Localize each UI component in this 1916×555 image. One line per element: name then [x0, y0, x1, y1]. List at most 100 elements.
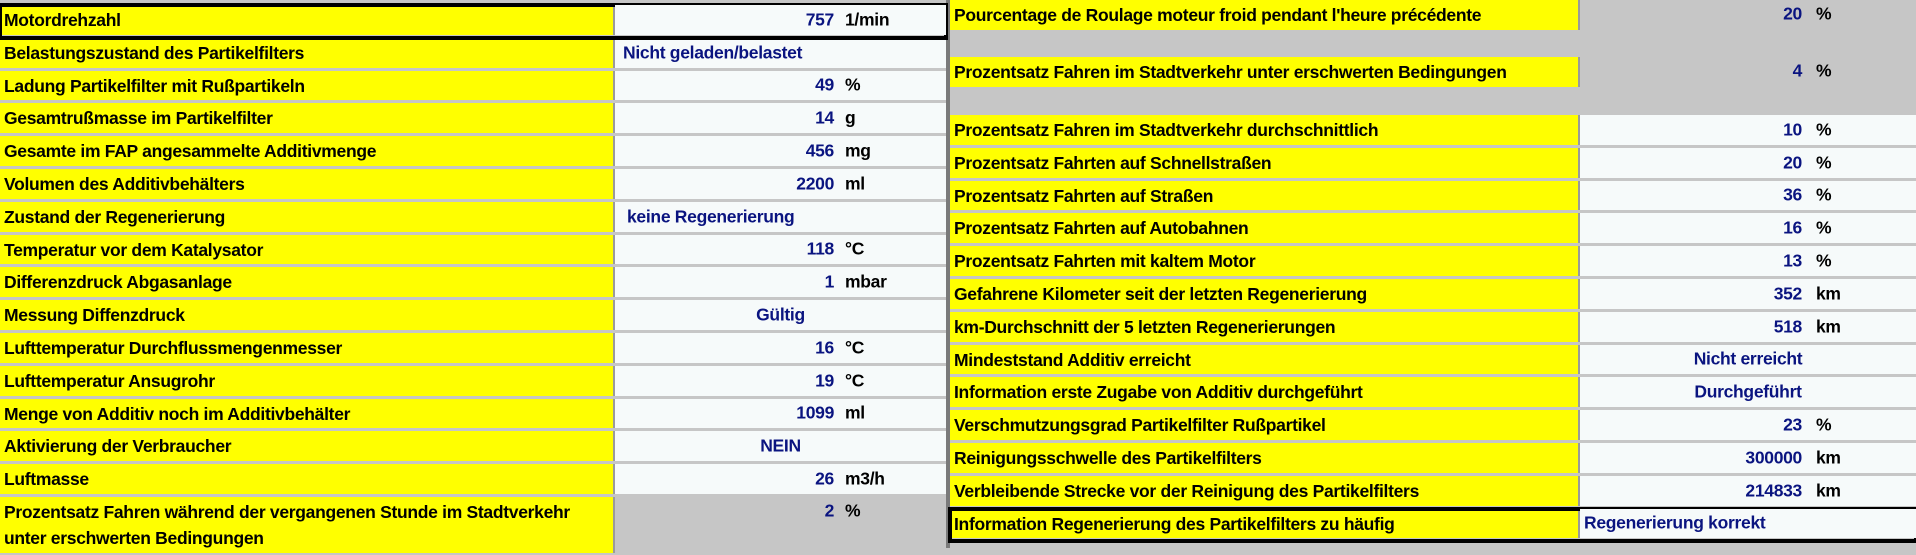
parameter-value-cell: 13%: [1580, 246, 1916, 276]
parameter-value-cell: 300000 km: [1580, 443, 1916, 473]
parameter-row[interactable]: Temperatur vor dem Katalysator 118 °C: [0, 234, 946, 268]
parameter-unit: %: [1816, 119, 1832, 140]
parameter-number: 456: [805, 140, 835, 161]
parameter-number: 16: [1783, 217, 1802, 238]
parameter-row[interactable]: Gefahrene Kilometer seit der letzten Reg…: [950, 279, 1916, 312]
parameter-unit: 1/min: [845, 9, 890, 30]
parameter-unit: km: [1816, 316, 1841, 337]
parameter-number: 2200: [796, 173, 834, 194]
parameter-label: Aktivierung der Verbraucher: [0, 431, 615, 462]
parameter-label: Pourcentage de Roulage moteur froid pend…: [950, 0, 1580, 30]
parameter-row[interactable]: Prozentsatz Fahren im Stadtverkehr durch…: [950, 115, 1916, 148]
parameter-row[interactable]: Menge von Additiv noch im Additivbehälte…: [0, 398, 946, 432]
parameter-number: 20: [1783, 3, 1802, 24]
parameter-number: 20: [1783, 152, 1802, 173]
parameter-value-cell: 352 km: [1580, 279, 1916, 309]
parameter-label: Motordrehzahl: [0, 5, 615, 35]
parameter-row[interactable]: Prozentsatz Fahrten mit kaltem Motor 13%: [950, 246, 1916, 279]
parameter-row[interactable]: Gesamtrußmasse im Partikelfilter 14 g: [0, 103, 946, 137]
parameter-label: Verbleibende Strecke vor der Reinigung d…: [950, 475, 1580, 506]
parameter-number: 13: [1783, 250, 1802, 271]
parameter-row[interactable]: Messung Diffenzdruck Gültig: [0, 300, 946, 333]
parameter-label: Messung Diffenzdruck: [0, 300, 615, 330]
parameter-row[interactable]: Information erste Zugabe von Additiv dur…: [950, 377, 1916, 411]
parameter-value-cell: 16%: [1580, 213, 1916, 244]
parameter-unit: °C: [845, 238, 865, 259]
panel-divider: [946, 0, 950, 548]
parameter-unit: g: [845, 107, 856, 128]
parameter-row[interactable]: km-Durchschnitt der 5 letzten Regenerier…: [950, 311, 1916, 345]
parameter-row[interactable]: Prozentsatz Fahren während der vergangen…: [0, 497, 946, 555]
parameter-number: 16: [815, 337, 834, 358]
parameter-number: 10: [1783, 119, 1802, 140]
parameter-row[interactable]: Verbleibende Strecke vor der Reinigung d…: [950, 475, 1916, 509]
parameter-row[interactable]: Volumen des Additivbehälters 2200 ml: [0, 169, 946, 202]
parameter-status-text: NEIN: [760, 435, 801, 456]
parameter-unit: %: [1816, 3, 1832, 24]
parameter-row[interactable]: Information Regenerierung des Partikelfi…: [948, 506, 1916, 544]
parameter-number: 757: [805, 9, 835, 30]
parameter-unit: ml: [845, 173, 865, 194]
parameter-row[interactable]: Luftmasse 26 m3/h: [0, 464, 946, 497]
parameter-row[interactable]: Differenzdruck Abgasanlage 1 mbar: [0, 267, 946, 301]
parameter-label: Prozentsatz Fahrten auf Straßen: [950, 180, 1580, 211]
parameter-value-cell: Durchgeführt: [1580, 377, 1916, 408]
parameter-row[interactable]: Lufttemperatur Ansugrohr 19 °C: [0, 365, 946, 399]
parameter-value-cell: keine Regenerierung: [615, 201, 946, 232]
parameter-unit: km: [1816, 447, 1841, 468]
parameter-value-cell: 19 °C: [615, 365, 946, 396]
parameter-row[interactable]: Prozentsatz Fahrten auf Schnellstraßen 20…: [950, 147, 1916, 181]
parameter-value-cell: 757 1/min: [615, 5, 946, 35]
parameter-unit: km: [1816, 283, 1841, 304]
parameter-label: Information Regenerierung des Partikelfi…: [950, 508, 1580, 539]
parameter-label: Volumen des Additivbehälters: [0, 169, 615, 199]
parameter-value-cell: 456 mg: [615, 136, 946, 166]
parameter-unit: °C: [845, 337, 865, 358]
parameter-row[interactable]: Aktivierung der Verbraucher NEIN: [0, 431, 946, 465]
parameter-unit: %: [1816, 217, 1832, 238]
parameter-row[interactable]: Lufttemperatur Durchflussmengenmesser 16 °…: [0, 333, 946, 366]
parameter-row[interactable]: Mindeststand Additiv erreicht Nicht errei…: [950, 344, 1916, 378]
parameter-unit: mg: [845, 140, 871, 161]
parameter-row[interactable]: Motordrehzahl 757 1/min: [0, 3, 948, 40]
parameter-row[interactable]: Belastungszustand des Partikelfilters Nic…: [0, 37, 946, 71]
parameter-value-cell: 16 °C: [615, 333, 946, 363]
parameter-row[interactable]: Prozentsatz Fahrten auf Autobahnen 16%: [950, 213, 1916, 247]
parameter-status-text: Nicht erreicht: [1693, 348, 1803, 369]
parameter-label: Lufttemperatur Durchflussmengenmesser: [0, 333, 615, 363]
parameter-row[interactable]: Prozentsatz Fahren im Stadtverkehr unter…: [950, 57, 1916, 115]
parameter-number: 4: [1792, 60, 1803, 81]
parameter-label: Prozentsatz Fahren im Stadtverkehr unter…: [950, 57, 1580, 87]
parameter-value-cell: 14 g: [615, 103, 946, 134]
parameter-unit: %: [1816, 414, 1832, 435]
parameter-unit: %: [1816, 184, 1832, 205]
parameter-row[interactable]: Reinigungsschwelle des Partikelfilters 30…: [950, 443, 1916, 476]
parameter-status-text: Nicht geladen/belastet: [623, 42, 803, 63]
parameter-status-text: keine Regenerierung: [627, 206, 795, 227]
parameter-unit: mbar: [845, 271, 887, 292]
parameter-row[interactable]: Prozentsatz Fahrten auf Straßen 36%: [950, 180, 1916, 214]
parameter-number: 352: [1773, 283, 1803, 304]
parameter-number: 26: [815, 468, 834, 489]
parameter-number: 300000: [1745, 447, 1802, 468]
parameter-value-cell: 1099 ml: [615, 398, 946, 429]
parameter-number: 1: [824, 271, 835, 292]
parameter-row[interactable]: Zustand der Regenerierung keine Regenerie…: [0, 201, 946, 235]
parameter-value-cell: 49%: [615, 70, 946, 101]
parameter-unit: km: [1816, 480, 1841, 501]
parameter-number: 19: [815, 370, 834, 391]
parameter-value-cell: Regenerierung korrekt: [1580, 508, 1916, 539]
parameter-label: Ladung Partikelfilter mit Rußpartikeln: [0, 70, 615, 101]
parameter-row[interactable]: Gesamte im FAP angesammelte Additivmenge…: [0, 136, 946, 169]
parameter-label: Mindeststand Additiv erreicht: [950, 344, 1580, 375]
parameter-unit: °C: [845, 370, 865, 391]
parameter-row[interactable]: Pourcentage de Roulage moteur froid pend…: [950, 0, 1916, 57]
parameter-number: 49: [815, 74, 834, 95]
parameter-row[interactable]: Verschmutzungsgrad Partikelfilter Rußpar…: [950, 410, 1916, 443]
parameter-number: 14: [815, 107, 834, 128]
parameter-value-cell: 1 mbar: [615, 267, 946, 298]
parameter-label: km-Durchschnitt der 5 letzten Regenerier…: [950, 311, 1580, 342]
parameter-row[interactable]: Ladung Partikelfilter mit Rußpartikeln 49…: [0, 70, 946, 104]
parameter-value-cell: 2200 ml: [615, 169, 946, 199]
parameter-label: Gesamte im FAP angesammelte Additivmenge: [0, 136, 615, 166]
